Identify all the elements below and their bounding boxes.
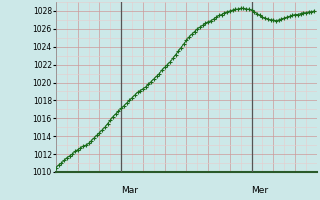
Text: Mer: Mer: [252, 186, 269, 195]
Text: Mar: Mar: [121, 186, 138, 195]
